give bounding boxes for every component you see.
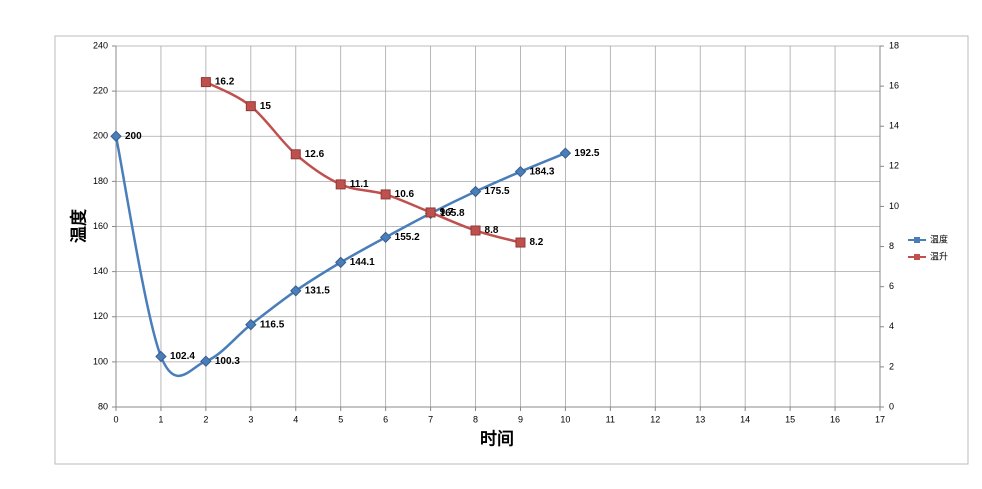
x-tick-label: 14 [740,414,750,424]
x-tick-label: 15 [785,414,795,424]
x-tick-label: 11 [606,414,615,424]
y-tick-label: 80 [98,401,108,411]
x-tick-label: 17 [875,414,885,424]
chart-frame [54,35,969,465]
data-point [200,77,211,88]
y2-tick-label: 16 [889,80,899,90]
legend-label: 温升 [930,251,948,261]
legend-marker [914,237,920,243]
data-point [379,231,392,244]
x-tick-label: 16 [830,414,840,424]
y2-tick-label: 12 [889,161,899,171]
y-tick-label: 180 [93,176,108,186]
x-tick-label: 10 [560,414,570,424]
data-label: 8.2 [529,237,543,248]
data-label: 12.6 [305,149,325,160]
y-tick-label: 140 [93,266,108,276]
x-tick-label: 2 [203,414,208,424]
data-point [200,355,212,367]
legend-label: 温度 [930,233,948,244]
y2-tick-label: 14 [889,121,899,131]
y2-tick-label: 10 [889,201,899,211]
data-point [380,189,391,200]
data-point [559,147,572,159]
x-tick-label: 5 [338,414,343,424]
data-point [514,165,527,178]
x-tick-label: 8 [473,414,478,424]
data-label: 200 [125,131,142,142]
x-axis-title: 时间 [480,429,514,450]
data-label: 15 [260,101,272,112]
x-tick-label: 3 [248,414,253,424]
data-label: 11.1 [350,179,369,190]
data-label: 100.3 [215,356,240,367]
data-point [245,318,257,331]
data-point [290,149,301,160]
y2-tick-label: 8 [889,241,894,251]
data-label: 165.8 [440,208,465,219]
data-point [110,130,122,142]
data-label: 9.7 [440,207,454,218]
x-tick-label: 7 [428,414,433,424]
data-point [155,350,167,363]
x-tick-label: 12 [650,414,660,424]
y2-tick-label: 18 [889,40,899,50]
y-tick-label: 220 [93,86,108,96]
data-label: 131.5 [305,285,330,296]
x-tick-label: 1 [158,414,163,424]
data-point [469,185,482,198]
x-tick-label: 4 [293,414,298,424]
data-point [515,237,526,248]
data-label: 102.4 [170,351,195,362]
y2-tick-label: 2 [889,361,894,371]
data-label: 155.2 [395,232,420,243]
data-point [290,285,302,297]
legend-marker [914,254,920,260]
y2-tick-label: 4 [889,321,894,331]
y-tick-label: 240 [93,40,108,50]
y-tick-label: 200 [93,131,108,141]
y2-tick-label: 6 [889,281,894,291]
x-tick-label: 0 [113,414,118,424]
data-label: 175.5 [485,186,510,197]
data-label: 16.2 [215,77,235,88]
data-point [334,256,347,269]
data-label: 184.3 [529,166,554,177]
data-label: 144.1 [350,257,375,268]
y-axis-title: 温度 [69,208,90,243]
data-point [470,225,481,236]
y-tick-label: 100 [93,356,108,366]
data-label: 192.5 [574,148,599,159]
data-point [335,179,346,190]
data-label: 116.5 [260,319,285,330]
data-label: 10.6 [395,189,415,200]
data-point [245,101,256,112]
y-tick-label: 160 [93,221,108,231]
x-tick-label: 9 [518,414,523,424]
y2-tick-label: 0 [889,401,894,411]
y-tick-label: 120 [93,311,108,321]
data-point [425,207,436,218]
x-tick-label: 13 [695,414,705,424]
data-label: 8.8 [485,225,499,236]
x-tick-label: 6 [383,414,388,424]
